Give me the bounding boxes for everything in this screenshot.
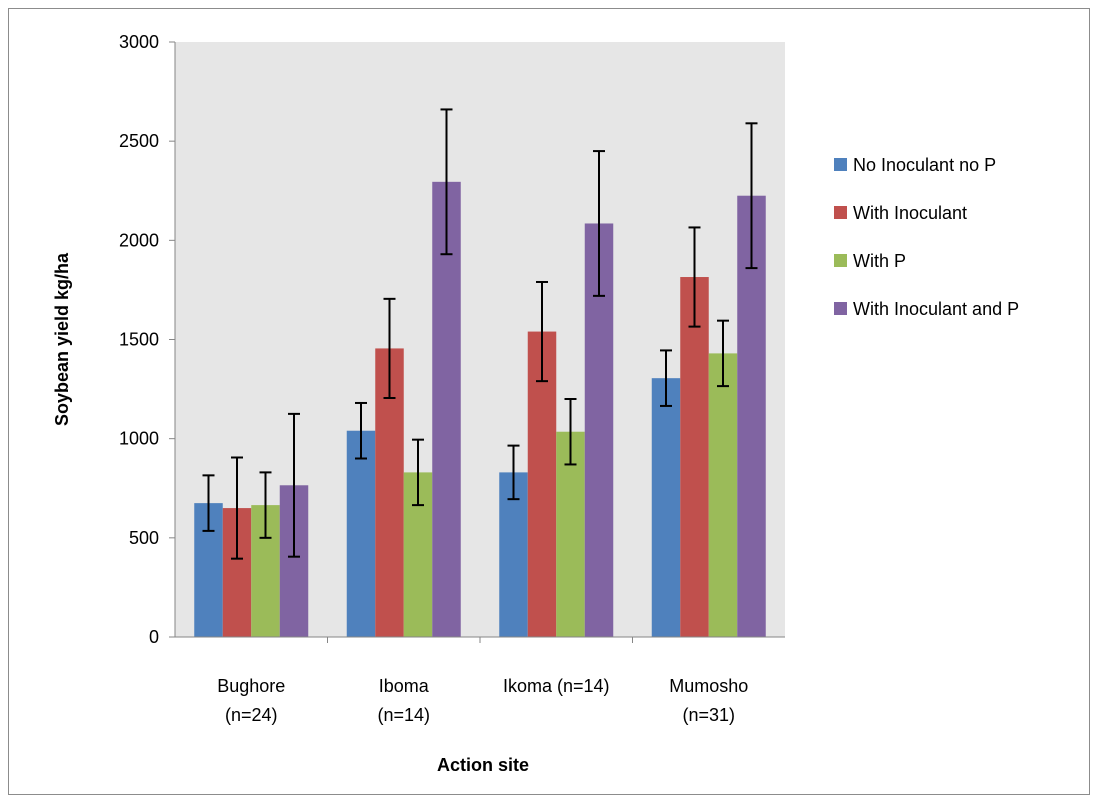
x-tick-label: (n=24) [225,705,278,725]
bar [708,353,738,637]
y-axis-title: Soybean yield kg/ha [52,252,72,426]
y-tick-label: 1000 [119,429,159,449]
bar [527,331,557,637]
legend-label: With P [853,251,906,271]
y-tick-label: 2000 [119,230,159,250]
legend-swatch [834,254,847,267]
x-tick-label: (n=31) [682,705,735,725]
bar [432,181,461,637]
legend-label: With Inoculant and P [853,299,1019,319]
bar [651,378,681,637]
x-tick-label: (n=14) [377,705,430,725]
x-tick-label: Ikoma (n=14) [503,676,610,696]
y-tick-label: 1500 [119,330,159,350]
x-tick-label: Iboma [379,676,430,696]
bar [556,431,585,637]
x-axis-title: Action site [437,755,529,775]
x-tick-label: Bughore [217,676,285,696]
error-bar-group [202,108,758,560]
x-tick-label: Mumosho [669,676,748,696]
legend: No Inoculant no P With Inoculant With P Wit… [834,155,1019,319]
legend-label: No Inoculant no P [853,155,996,175]
y-tick-label: 2500 [119,131,159,151]
x-axis: Bughore (n=24) Iboma (n=14) Ikoma (n=14) Mumo… [175,636,785,725]
legend-swatch [834,206,847,219]
y-tick-label: 0 [149,627,159,647]
legend-label: With Inoculant [853,203,967,223]
y-tick-label: 3000 [119,32,159,52]
legend-swatch [834,302,847,315]
bar [346,430,376,637]
bar-group [194,181,766,638]
legend-swatch [834,158,847,171]
bar [680,277,709,637]
bar [737,195,766,638]
y-axis: 0 500 1000 1500 2000 2500 3000 [119,32,176,647]
y-tick-label: 500 [129,528,159,548]
